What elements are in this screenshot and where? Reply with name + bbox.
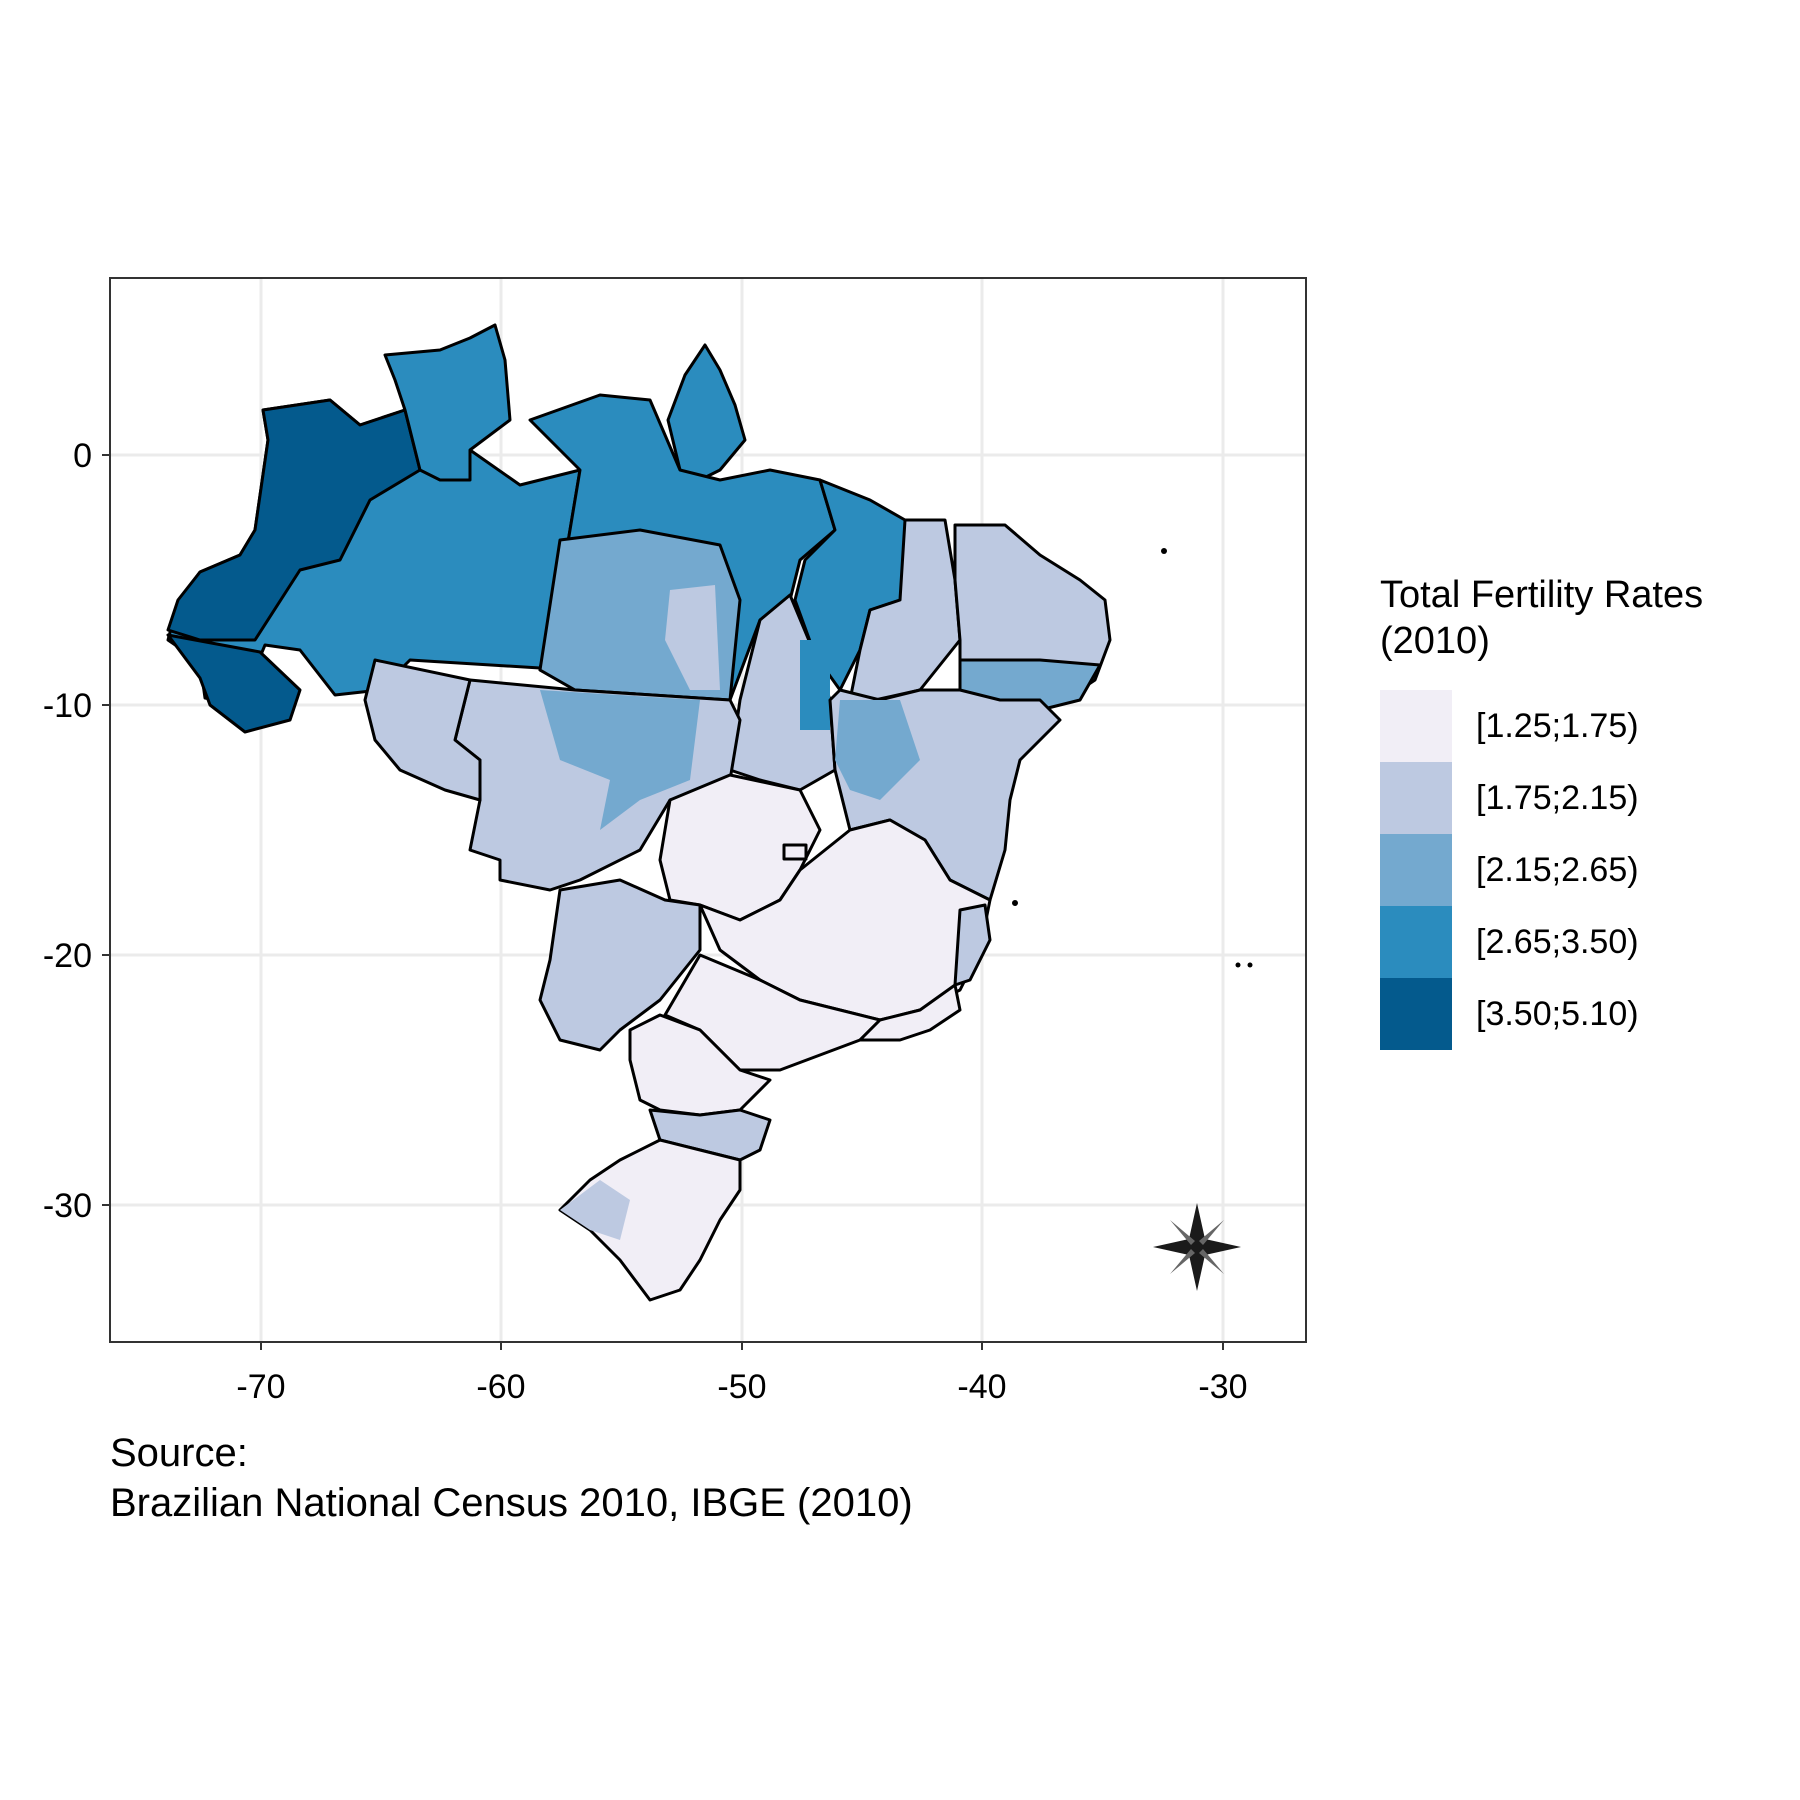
caption-line2: Brazilian National Census 2010, IBGE (20… xyxy=(110,1481,913,1525)
region-mato-grosso-sul xyxy=(538,878,702,1052)
region-espirito-santo xyxy=(953,903,992,987)
legend-item: [1.25;1.75) xyxy=(1380,690,1740,762)
region-bahia-west xyxy=(835,700,920,800)
region-amazonas-west xyxy=(166,398,422,642)
legend-title-line1: Total Fertility Rates xyxy=(1380,574,1704,616)
region-rio xyxy=(858,983,962,1042)
legend-title-line2: (2010) xyxy=(1380,620,1490,662)
legend-label: [1.75;2.15) xyxy=(1476,779,1639,817)
legend-swatch xyxy=(1380,978,1452,1050)
legend-swatch xyxy=(1380,834,1452,906)
legend-label: [1.25;1.75) xyxy=(1476,707,1639,745)
y-tick-label: -10 xyxy=(43,687,92,725)
y-axis-labels: 0 -10 -20 -30 xyxy=(43,437,92,1225)
legend-label: [2.15;2.65) xyxy=(1476,851,1639,889)
x-tick-label: -40 xyxy=(957,1368,1006,1406)
legend-label: [2.65;3.50) xyxy=(1476,923,1639,961)
y-tick-label: 0 xyxy=(73,437,92,475)
legend-swatch xyxy=(1380,690,1452,762)
region-para-patch xyxy=(665,585,720,690)
region-mato-grosso-north xyxy=(540,690,700,830)
legend-label: [3.50;5.10) xyxy=(1476,995,1639,1033)
x-axis-labels: -70 -60 -50 -40 -30 xyxy=(236,1368,1247,1406)
legend-item: [3.50;5.10) xyxy=(1380,978,1740,1050)
region-rio-grande-sul xyxy=(558,1138,742,1302)
x-tick-label: -50 xyxy=(717,1368,766,1406)
region-acre xyxy=(166,633,302,734)
compass-star-icon xyxy=(1153,1203,1241,1291)
legend-item: [2.15;2.65) xyxy=(1380,834,1740,906)
y-tick-label: -30 xyxy=(43,1187,92,1225)
map-regions xyxy=(166,323,1112,1302)
legend-item: [2.65;3.50) xyxy=(1380,906,1740,978)
legend-swatch xyxy=(1380,762,1452,834)
region-rs-west xyxy=(560,1180,630,1240)
x-tick-label: -70 xyxy=(236,1368,285,1406)
x-tick-label: -60 xyxy=(476,1368,525,1406)
islands xyxy=(1012,548,1253,968)
legend-swatch xyxy=(1380,906,1452,978)
legend-title: Total Fertility Rates (2010) xyxy=(1380,572,1703,664)
region-roraima xyxy=(383,323,512,482)
legend-item: [1.75;2.15) xyxy=(1380,762,1740,834)
region-distrito-federal xyxy=(782,843,808,861)
region-amapa xyxy=(666,343,747,482)
source-caption: Source: Brazilian National Census 2010, … xyxy=(110,1428,913,1528)
caption-line1: Source: xyxy=(110,1431,248,1475)
axis-ticks xyxy=(102,454,1224,1350)
plot-border xyxy=(109,277,1307,1343)
x-tick-label: -30 xyxy=(1198,1368,1247,1406)
y-tick-label: -20 xyxy=(43,937,92,975)
region-rondonia xyxy=(363,658,482,802)
region-tocantins-strip xyxy=(800,640,830,730)
